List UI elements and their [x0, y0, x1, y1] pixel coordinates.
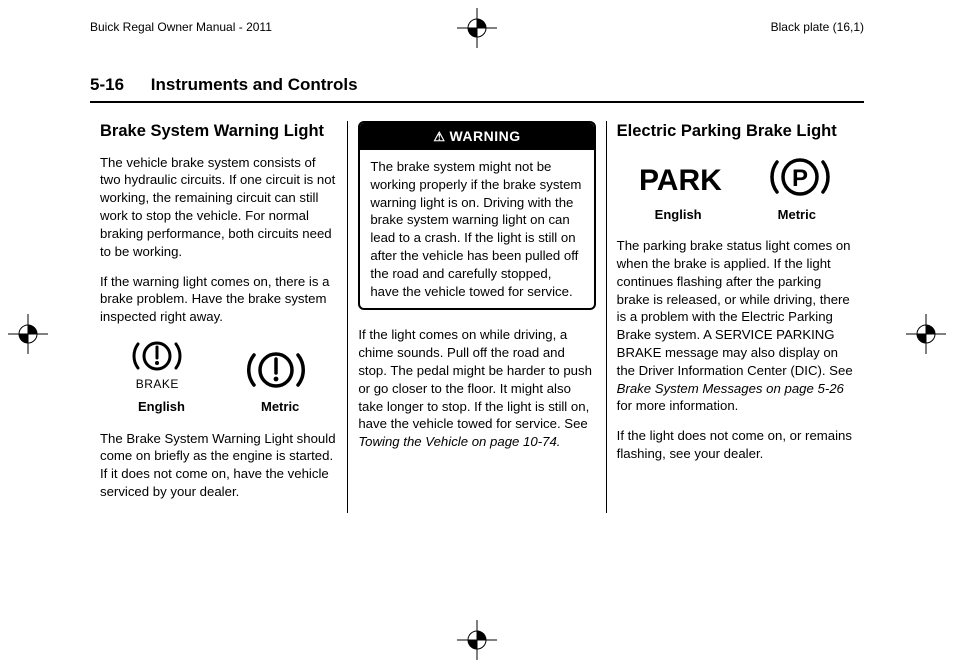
body-text: If the light comes on while driving, a c…	[358, 326, 595, 451]
chapter-title: Instruments and Controls	[151, 75, 358, 94]
body-text: The parking brake status light comes on …	[617, 237, 854, 415]
brake-warning-icon-english: BRAKE	[131, 338, 183, 392]
icon-captions: English Metric	[617, 206, 854, 224]
section-title-parking-brake: Electric Parking Brake Light	[617, 121, 854, 142]
column-1: Brake System Warning Light The vehicle b…	[90, 121, 347, 513]
svg-text:PARK: PARK	[639, 164, 722, 197]
caption-english: English	[655, 206, 702, 224]
park-icon-metric: P	[769, 154, 831, 200]
running-header: Buick Regal Owner Manual - 2011 Black pl…	[90, 20, 864, 34]
body-text: The Brake System Warning Light should co…	[100, 430, 337, 501]
warning-title-text: WARNING	[449, 128, 520, 144]
cross-ref: Brake System Messages on page 5-26	[617, 381, 844, 396]
body-text: If the light does not come on, or remain…	[617, 427, 854, 463]
brake-icons-row: BRAKE	[100, 338, 337, 392]
page-heading: 5-16 Instruments and Controls	[90, 75, 864, 103]
column-3: Electric Parking Brake Light PARK P	[606, 121, 864, 513]
park-icons-row: PARK P	[617, 154, 854, 200]
body-text: The vehicle brake system consists of two…	[100, 154, 337, 261]
header-left: Buick Regal Owner Manual - 2011	[90, 20, 272, 34]
page-body: 5-16 Instruments and Controls Brake Syst…	[90, 75, 864, 618]
svg-text:P: P	[792, 165, 808, 192]
page-number: 5-16	[90, 75, 124, 94]
column-2: ⚠ WARNING The brake system might not be w…	[347, 121, 605, 513]
warning-body: The brake system might not be working pr…	[360, 150, 593, 309]
brake-label: BRAKE	[136, 376, 179, 392]
cross-ref: Towing the Vehicle on page 10-74.	[358, 434, 560, 449]
crop-mark-right	[906, 314, 946, 354]
warning-box: ⚠ WARNING The brake system might not be w…	[358, 121, 595, 310]
crop-mark-bottom	[457, 620, 497, 660]
header-right: Black plate (16,1)	[771, 20, 864, 34]
warning-title: ⚠ WARNING	[360, 123, 593, 150]
body-text: If the warning light comes on, there is …	[100, 273, 337, 326]
caption-metric: Metric	[778, 206, 816, 224]
park-icon-english: PARK	[639, 158, 724, 200]
warning-triangle-icon: ⚠	[433, 129, 445, 144]
caption-metric: Metric	[261, 398, 299, 416]
caption-english: English	[138, 398, 185, 416]
section-title-brake-warning: Brake System Warning Light	[100, 121, 337, 142]
brake-warning-icon-metric	[246, 348, 306, 392]
crop-mark-left	[8, 314, 48, 354]
icon-captions: English Metric	[100, 398, 337, 416]
